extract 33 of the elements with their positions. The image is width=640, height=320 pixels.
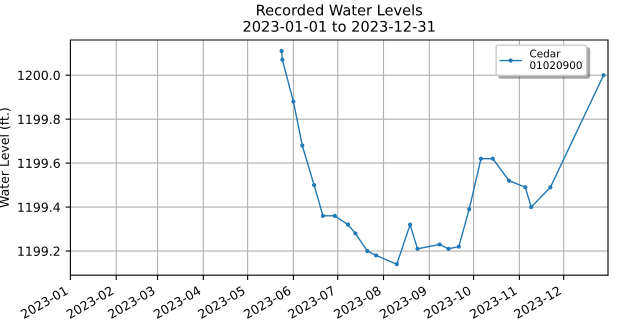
y-tick-label: 1199.4 bbox=[18, 202, 60, 212]
point bbox=[280, 58, 284, 62]
legend-label: Cedar 01020900 bbox=[530, 49, 582, 70]
y-tick-label: 1200.0 bbox=[18, 70, 60, 80]
point bbox=[320, 214, 326, 218]
point bbox=[548, 185, 552, 190]
point bbox=[478, 156, 484, 161]
point bbox=[438, 242, 442, 247]
point bbox=[456, 244, 461, 249]
point bbox=[523, 185, 528, 190]
point bbox=[446, 246, 451, 251]
point bbox=[312, 182, 316, 188]
point bbox=[394, 262, 399, 266]
chart-title: Recorded Water Levels 2023-01-01 to 2023-12-31 bbox=[244, 4, 435, 32]
point bbox=[353, 231, 358, 236]
point bbox=[374, 253, 378, 258]
point bbox=[346, 222, 350, 227]
point bbox=[601, 73, 606, 78]
point bbox=[291, 99, 296, 104]
point bbox=[506, 178, 512, 183]
point bbox=[467, 207, 472, 212]
point bbox=[332, 214, 337, 218]
point bbox=[280, 48, 284, 54]
point bbox=[408, 222, 412, 227]
y-tick-label: 1199.2 bbox=[18, 246, 60, 256]
y-tick-label: 1199.8 bbox=[18, 114, 60, 124]
y-tick-label: 1199.6 bbox=[18, 158, 60, 168]
line-series bbox=[280, 48, 606, 266]
point bbox=[300, 143, 304, 148]
point bbox=[490, 156, 495, 161]
point bbox=[529, 204, 534, 210]
point bbox=[415, 246, 420, 251]
point bbox=[365, 248, 370, 254]
